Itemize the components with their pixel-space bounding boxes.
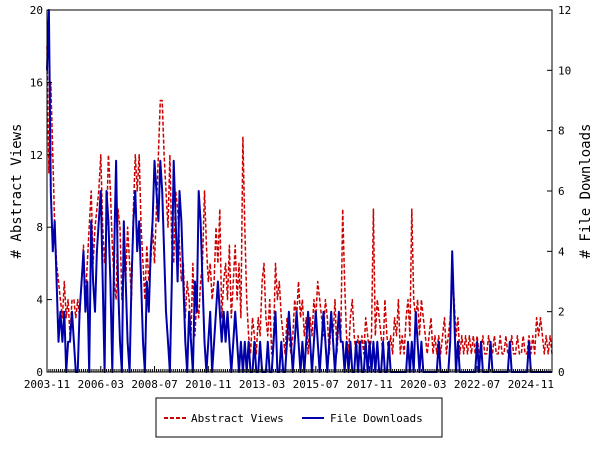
y-left-tick-label: 20 xyxy=(30,4,43,17)
x-tick-label: 2017-11 xyxy=(346,378,392,391)
x-tick-label: 2008-07 xyxy=(131,378,177,391)
legend-label-abstract-views: Abstract Views xyxy=(191,412,284,425)
tick-layer: 2003-11 2006-03 2008-07 2010-11 2013-03 2015-… xyxy=(24,4,571,391)
y-right-tick-label: 12 xyxy=(558,4,571,17)
y-right-tick-label: 6 xyxy=(558,185,565,198)
y-axis-right-title: # File Downloads xyxy=(578,124,594,259)
legend-label-file-downloads: File Downloads xyxy=(330,412,423,425)
x-tick-label: 2013-03 xyxy=(239,378,285,391)
legend: Abstract Views File Downloads xyxy=(155,397,443,438)
y-left-tick-label: 0 xyxy=(36,366,43,379)
y-right-tick-label: 2 xyxy=(558,306,565,319)
x-tick-label: 2020-03 xyxy=(400,378,446,391)
y-left-tick-label: 16 xyxy=(30,76,43,89)
x-tick-label: 2010-11 xyxy=(185,378,231,391)
x-tick-label: 2024-11 xyxy=(508,378,554,391)
legend-box xyxy=(155,397,443,438)
y-axis-left-title: # Abstract Views xyxy=(9,124,25,259)
y-right-tick-label: 10 xyxy=(558,64,571,77)
y-left-tick-label: 12 xyxy=(30,149,43,162)
y-right-tick-label: 4 xyxy=(558,245,565,258)
y-left-tick-label: 4 xyxy=(36,294,43,307)
y-right-tick-label: 8 xyxy=(558,125,565,138)
x-tick-label: 2015-07 xyxy=(293,378,339,391)
x-tick-label: 2003-11 xyxy=(24,378,70,391)
y-left-tick-label: 8 xyxy=(36,221,43,234)
x-tick-label: 2006-03 xyxy=(78,378,124,391)
x-tick-label: 2022-07 xyxy=(454,378,500,391)
series-line-file-downloads xyxy=(46,9,552,373)
series-layer xyxy=(46,9,553,373)
y-right-tick-label: 0 xyxy=(558,366,565,379)
